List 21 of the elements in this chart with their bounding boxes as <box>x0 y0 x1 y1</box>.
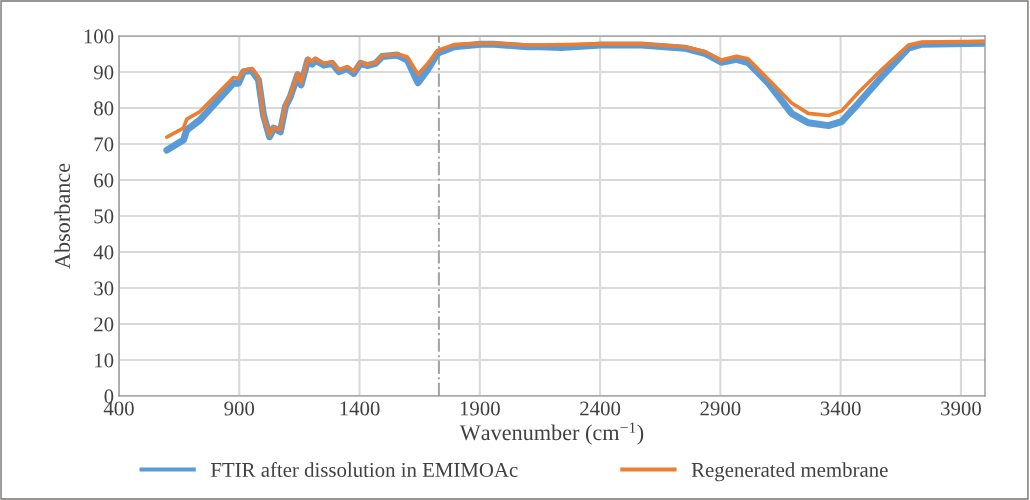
x-tick-label: 1900 <box>460 401 500 416</box>
y-tick-label: 80 <box>94 101 114 116</box>
y-axis-title: Absorbance <box>54 163 71 269</box>
x-axis-title: Wavenumber (cm$^{−1}$) <box>459 422 644 445</box>
y-tick-label: 60 <box>94 173 114 188</box>
y-tick-label: 70 <box>94 137 114 152</box>
y-tick-label: 100 <box>84 29 114 44</box>
y-tick-label: 20 <box>94 317 114 332</box>
y-tick-label: 10 <box>95 353 114 368</box>
x-tick-label: 3400 <box>820 401 861 416</box>
y-tick-label: 90 <box>93 65 114 80</box>
x-tick-label: 1400 <box>340 401 380 416</box>
y-tick-label: 30 <box>94 281 114 296</box>
y-tick-label: 50 <box>94 209 114 224</box>
x-tick-label: 900 <box>224 401 255 416</box>
legend-label: FTIR after dissolution in EMIMOAc <box>210 462 518 477</box>
x-tick-label: 3900 <box>941 401 981 416</box>
x-tick-label: 2900 <box>700 401 741 416</box>
y-tick-label: 40 <box>93 245 114 260</box>
x-tick-label: 2400 <box>580 401 621 416</box>
legend-label: Regenerated membrane <box>691 462 888 482</box>
